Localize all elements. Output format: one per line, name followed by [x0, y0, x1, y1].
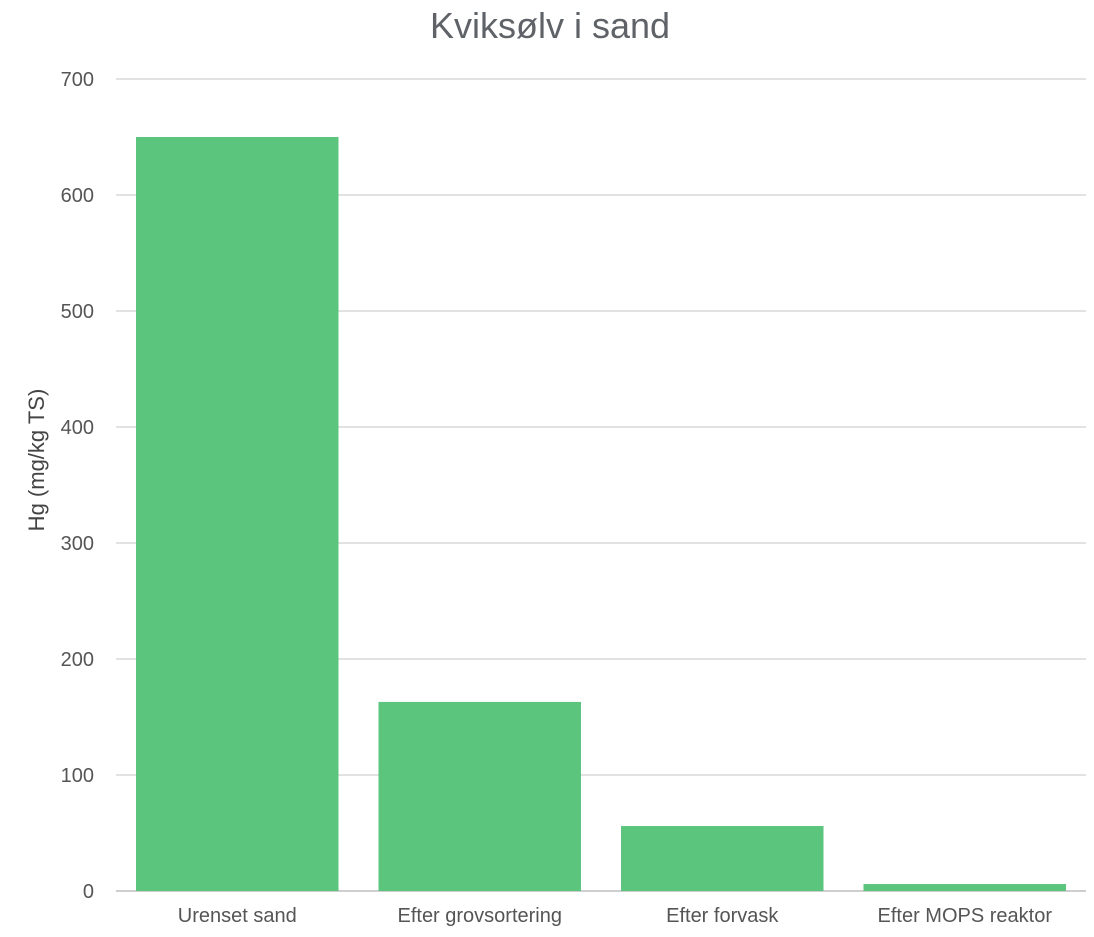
y-axis-ticks: 0 100 200 300 400 500 600 700: [61, 69, 94, 903]
bar-0: [136, 137, 339, 891]
y-tick-label: 300: [61, 533, 94, 555]
y-tick-label: 100: [61, 765, 94, 787]
x-tick-label: Efter forvask: [666, 905, 779, 927]
y-tick-label: 500: [61, 301, 94, 323]
bar-3: [863, 884, 1066, 891]
bars: [136, 137, 1066, 891]
y-axis-label: Hg (mg/kg TS): [24, 389, 49, 532]
y-tick-label: 400: [61, 417, 94, 439]
bar-1: [378, 701, 581, 891]
y-tick-label: 0: [83, 881, 94, 903]
chart-title: Kviksølv i sand: [430, 5, 670, 46]
y-tick-label: 600: [61, 185, 94, 207]
x-tick-label: Efter MOPS reaktor: [878, 905, 1053, 927]
x-axis-ticks: Urenset sand Efter grovsortering Efter for…: [178, 905, 1053, 927]
bar-2: [621, 826, 824, 891]
y-tick-label: 700: [61, 69, 94, 91]
x-tick-label: Urenset sand: [178, 905, 297, 927]
y-tick-label: 200: [61, 649, 94, 671]
x-tick-label: Efter grovsortering: [397, 905, 562, 927]
